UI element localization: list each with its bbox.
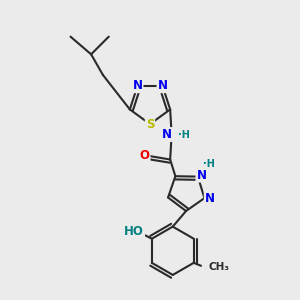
Text: N: N xyxy=(133,79,142,92)
Text: O: O xyxy=(140,149,149,163)
Text: HO: HO xyxy=(124,225,144,238)
Text: ·H: ·H xyxy=(178,130,190,140)
Text: N: N xyxy=(205,192,215,205)
Text: N: N xyxy=(158,79,167,92)
Text: N: N xyxy=(162,128,172,141)
Text: S: S xyxy=(146,118,154,130)
Text: ·H: ·H xyxy=(203,159,215,169)
Text: N: N xyxy=(196,169,206,182)
Text: CH₃: CH₃ xyxy=(208,262,230,272)
